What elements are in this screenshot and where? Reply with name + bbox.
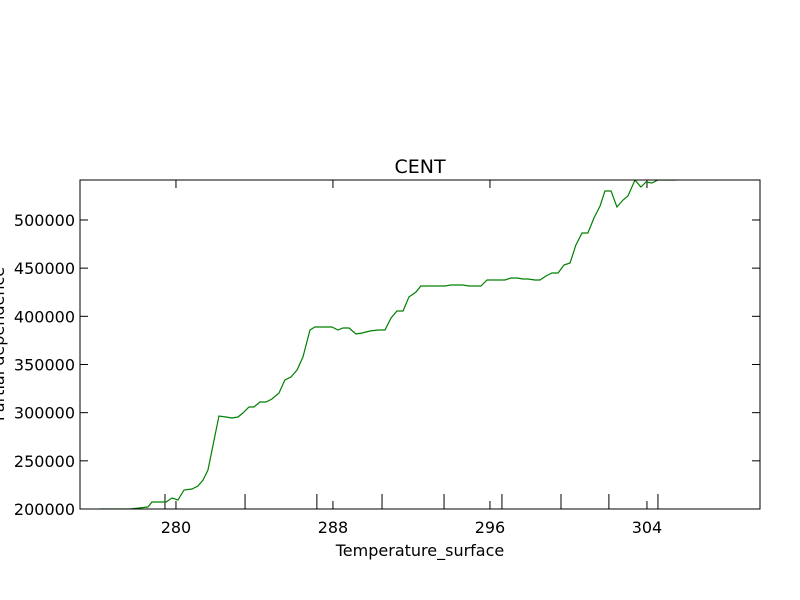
line-series	[100, 180, 680, 509]
y-tick-label: 200000	[14, 500, 75, 519]
y-tick-label: 450000	[14, 259, 75, 278]
plot-frame	[79, 179, 761, 510]
x-tick-label: 296	[475, 518, 506, 537]
y-tick-label: 350000	[14, 355, 75, 374]
y-tick-label: 500000	[14, 211, 75, 230]
y-axis-label: Partial dependence	[0, 267, 8, 421]
y-tick-label: 400000	[14, 307, 75, 326]
x-axis-label: Temperature_surface	[335, 541, 504, 561]
chart-title: CENT	[394, 156, 445, 178]
x-tick-label: 304	[632, 518, 663, 537]
x-tick-label: 280	[161, 518, 192, 537]
y-tick-label: 250000	[14, 452, 75, 471]
x-tick-label: 288	[318, 518, 349, 537]
plot-area	[100, 180, 680, 509]
y-tick-label: 300000	[14, 404, 75, 423]
